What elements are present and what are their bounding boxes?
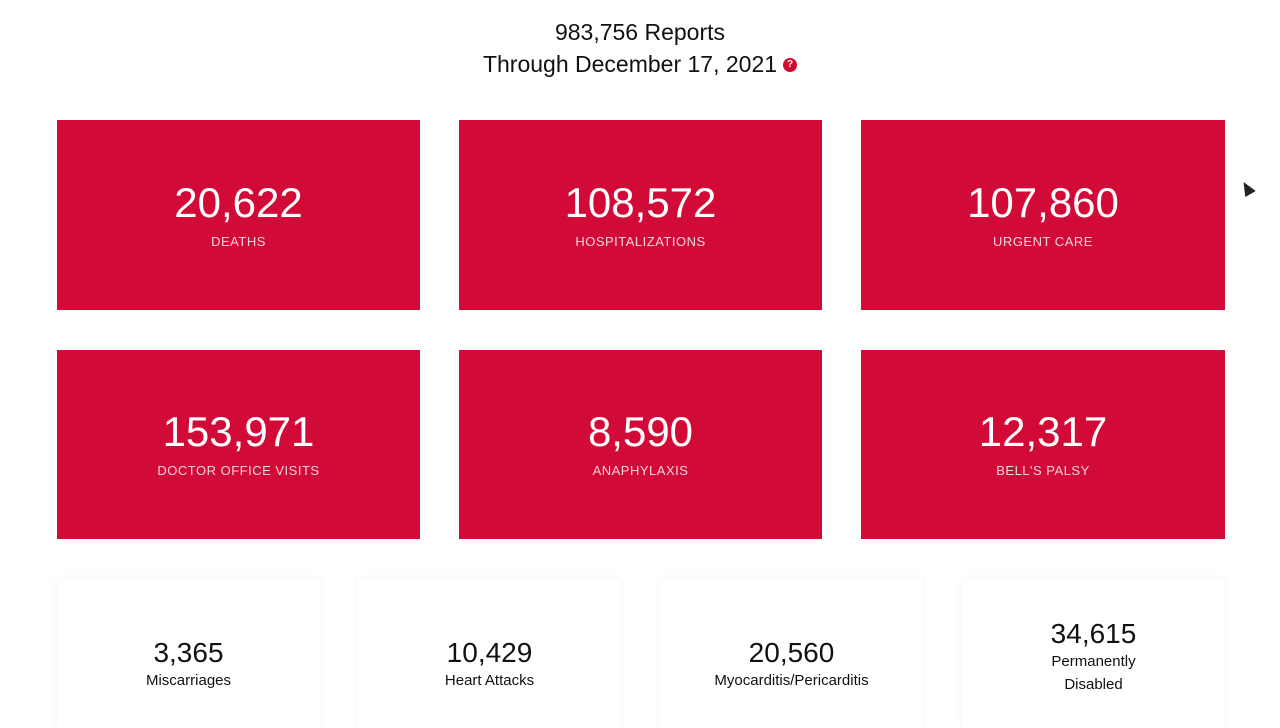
stat-label: DEATHS — [211, 234, 266, 249]
stat-label: HOSPITALIZATIONS — [575, 234, 706, 249]
mouse-cursor-icon — [1238, 178, 1256, 198]
stat-value: 10,429 — [446, 637, 533, 668]
stat-label: BELL'S PALSY — [996, 463, 1090, 478]
stat-card-bells-palsy[interactable]: 12,317 BELL'S PALSY — [861, 350, 1225, 539]
stat-card-anaphylaxis[interactable]: 8,590 ANAPHYLAXIS — [459, 350, 822, 539]
stat-label: URGENT CARE — [993, 234, 1093, 249]
stat-value: 3,365 — [153, 637, 224, 668]
stat-card-deaths[interactable]: 20,622 DEATHS — [57, 120, 420, 310]
through-date: Through December 17, 2021? — [0, 48, 1280, 80]
stat-value: 107,860 — [967, 179, 1119, 226]
stat-card-hospitalizations[interactable]: 108,572 HOSPITALIZATIONS — [459, 120, 822, 310]
stat-miscarriages[interactable]: 3,365 Miscarriages — [57, 578, 320, 728]
stat-label: Heart Attacks — [444, 672, 535, 689]
reports-count: 983,756 Reports — [554, 19, 726, 45]
stat-card-doctor-visits[interactable]: 153,971 DOCTOR OFFICE VISITS — [57, 350, 420, 539]
stat-myocarditis[interactable]: 20,560 Myocarditis/Pericarditis — [660, 578, 923, 728]
page-header: 983,756 Reports Through December 17, 202… — [0, 16, 1280, 80]
stat-value: 20,622 — [174, 179, 303, 226]
stat-value: 153,971 — [162, 408, 315, 455]
stat-label: Disabled — [1064, 676, 1123, 693]
stat-value: 12,317 — [978, 408, 1108, 455]
stat-value: 34,615 — [1050, 618, 1137, 649]
stat-permanently-disabled[interactable]: 34,615 Permanently Disabled — [962, 578, 1225, 728]
stat-label: ANAPHYLAXIS — [592, 463, 689, 478]
stat-heart-attacks[interactable]: 10,429 Heart Attacks — [358, 578, 621, 728]
stat-value: 8,590 — [587, 408, 694, 455]
stat-label: DOCTOR OFFICE VISITS — [157, 463, 320, 478]
stat-card-urgent-care[interactable]: 107,860 URGENT CARE — [861, 120, 1225, 310]
stat-label: Myocarditis/Pericarditis — [714, 672, 869, 689]
stat-label: Permanently — [1051, 653, 1136, 670]
stat-value: 20,560 — [748, 637, 835, 668]
stat-value: 108,572 — [564, 179, 717, 226]
help-icon[interactable]: ? — [783, 57, 798, 72]
stat-label: Miscarriages — [145, 672, 232, 689]
